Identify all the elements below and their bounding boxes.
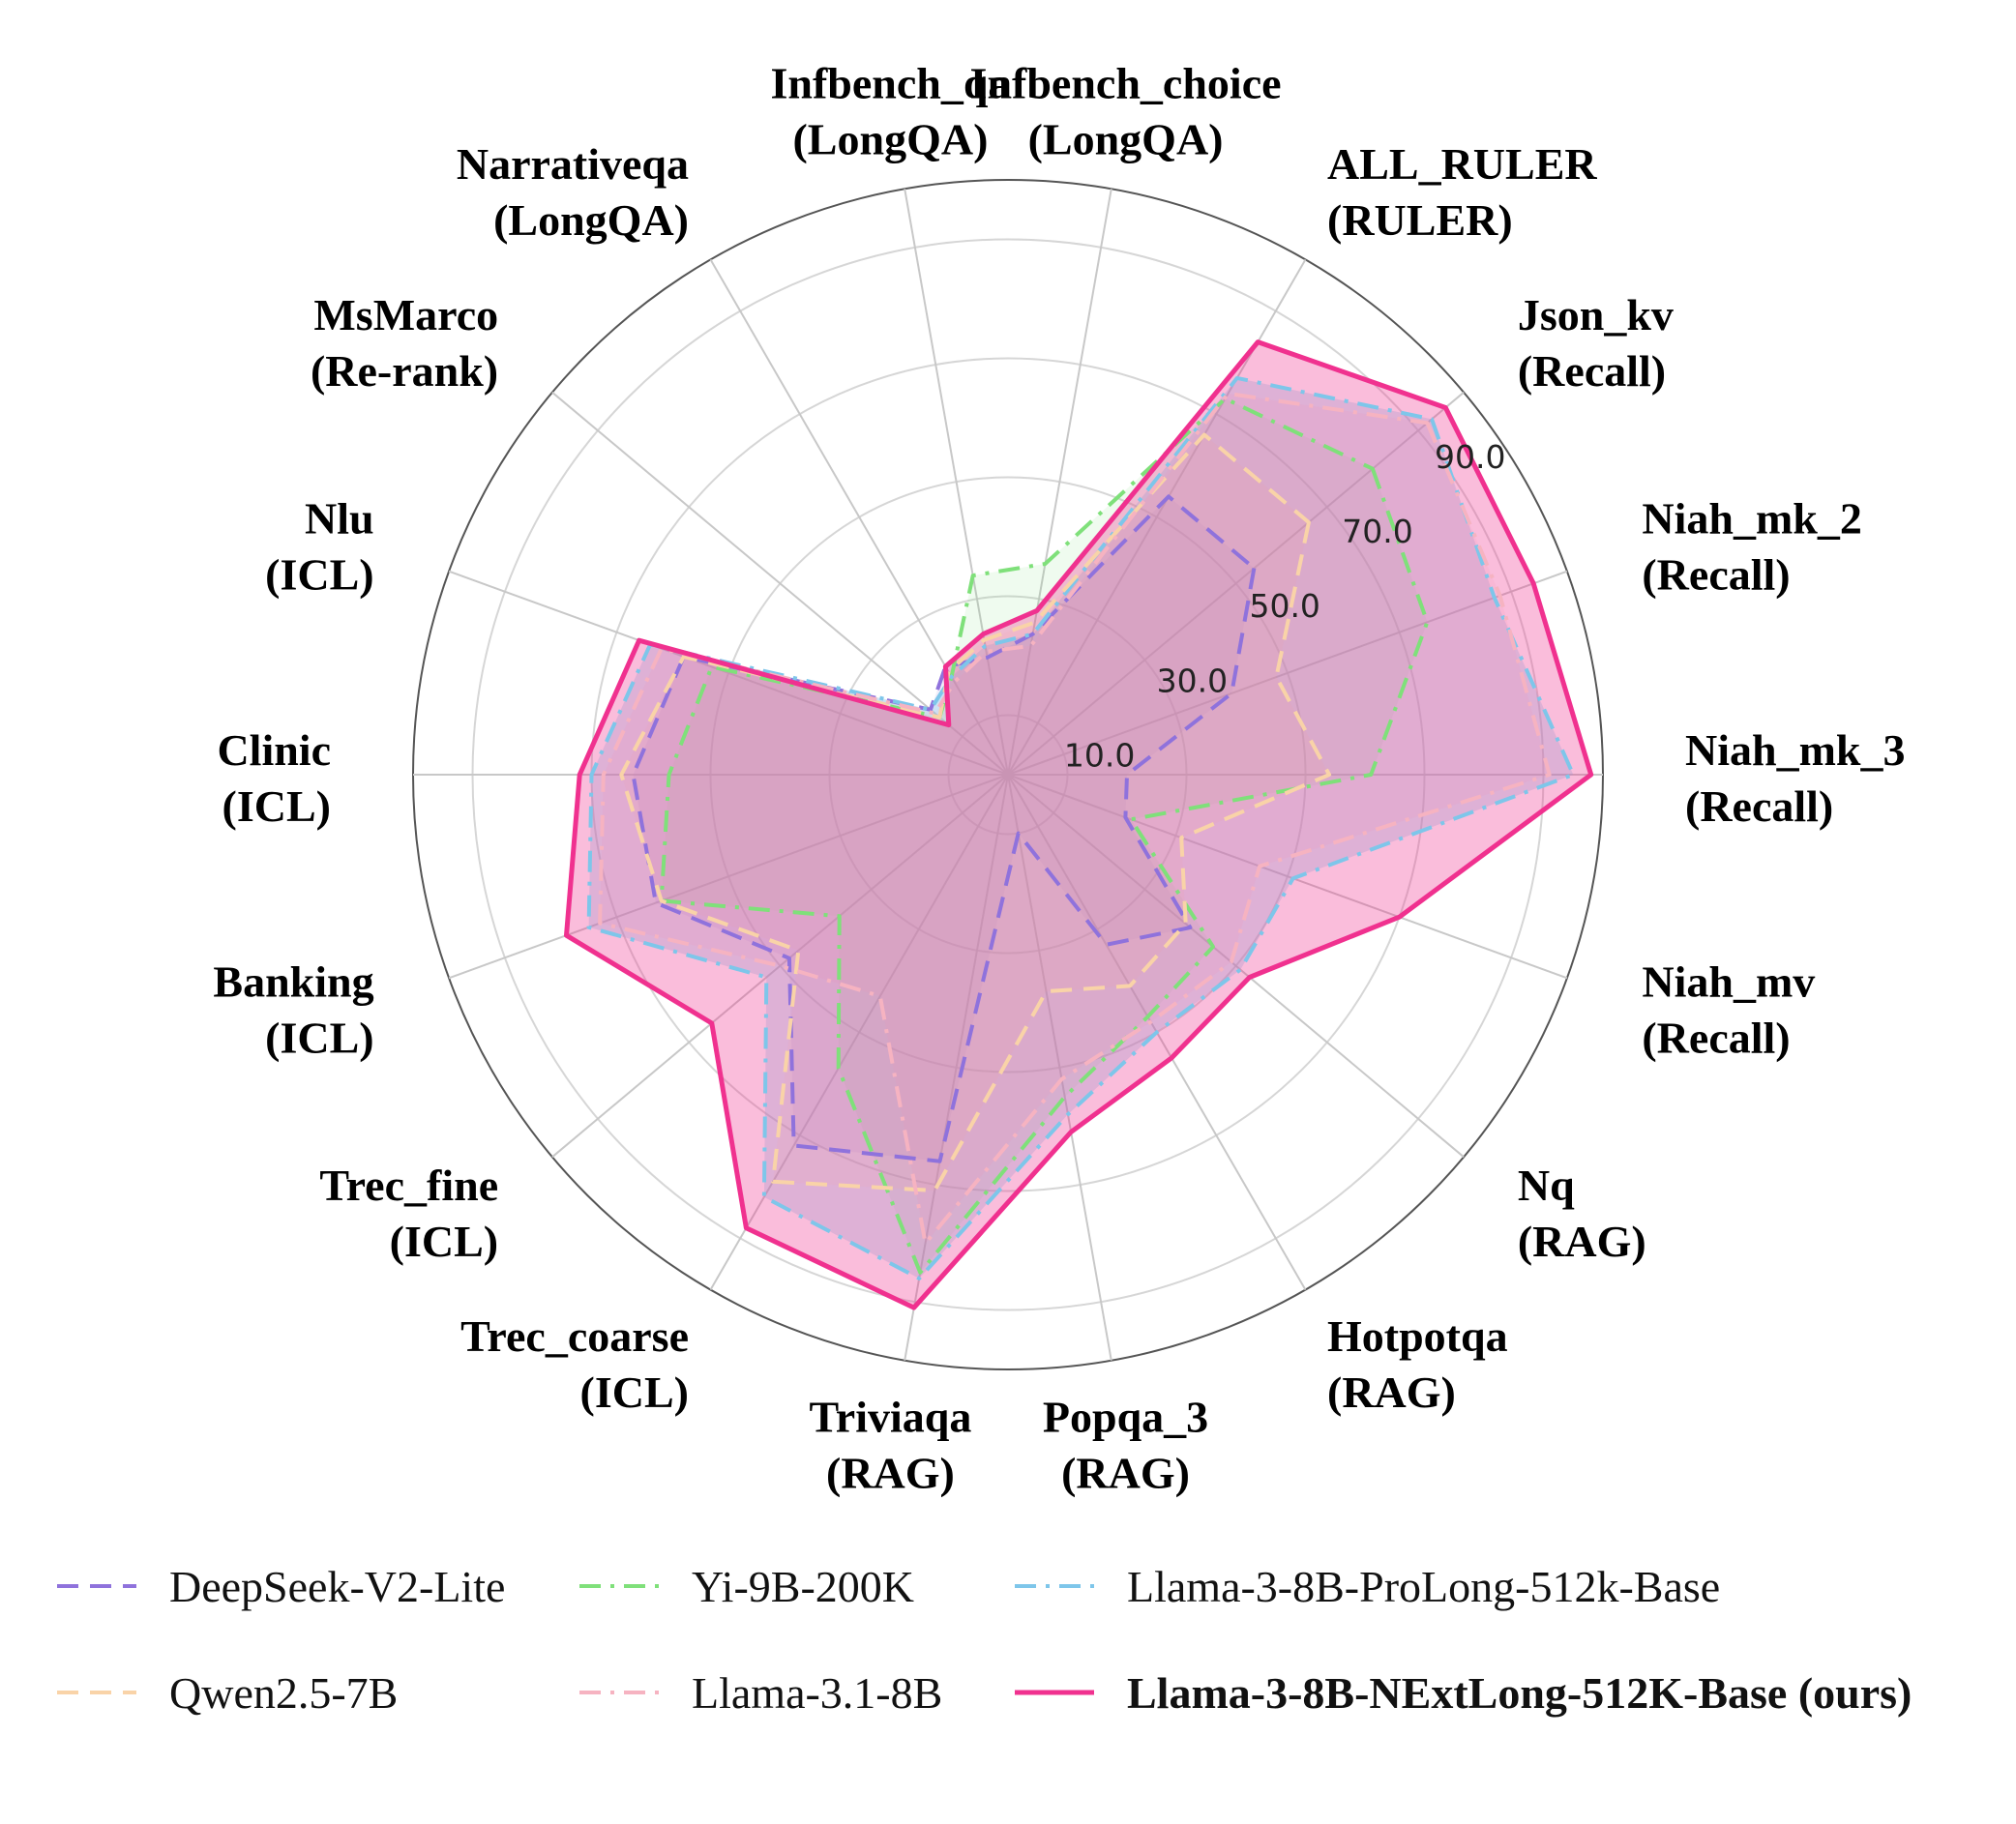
axis-label-niah-mk-3: Niah_mk_3 (Recall): [1685, 725, 1905, 831]
legend-item: Qwen2.5-7B: [53, 1663, 398, 1721]
series-3-area: [621, 434, 1330, 1191]
legend-swatch: [1015, 1584, 1094, 1588]
tick-label: 90.0: [1435, 438, 1505, 476]
tick-label: 70.0: [1342, 513, 1412, 550]
axis-labels: Json_kv (Recall) Niah_mk_2 (Recall) Niah_mk_…: [213, 59, 1905, 1498]
series-2-area: [588, 377, 1574, 1279]
legend-item: Llama-3-8B-ProLong-512k-Base: [1011, 1557, 1720, 1615]
axis-label-trec-fine: Trec_fine (ICL): [319, 1161, 498, 1266]
spoke-nlu: [448, 570, 1009, 776]
axis-label-triviaqa: Triviaqa (RAG): [810, 1392, 972, 1497]
legend-item: Llama-3-8B-NExtLong-512K-Base (ours): [1011, 1663, 1912, 1721]
spoke-narrativeqa: [709, 258, 1009, 776]
axis-label-hotpotqa: Hotpotqa (RAG): [1327, 1311, 1508, 1417]
radial-ticks: 10.0 30.0 50.0 70.0 90.0: [1064, 438, 1506, 775]
spoke-banking: [448, 774, 1009, 980]
series-0-line: [631, 494, 1257, 1163]
axis-label-infbench-qa: Infbench_qa (LongQA): [770, 59, 1010, 164]
legend-item: DeepSeek-V2-Lite: [53, 1557, 505, 1615]
spoke-niah_mv: [1007, 774, 1568, 980]
series-0-area: [633, 496, 1255, 1162]
spoke-infbench_choice: [1007, 189, 1112, 776]
spoke-trec_coarse: [709, 774, 1009, 1291]
series-5-area: [566, 341, 1591, 1309]
spoke-trec_fine: [551, 774, 1009, 1159]
legend-swatch: [579, 1691, 659, 1694]
legend-swatch: [57, 1584, 136, 1588]
legend-label: Llama-3-8B-NExtLong-512K-Base (ours): [1127, 1667, 1912, 1718]
tick-label: 10.0: [1064, 736, 1135, 774]
axis-label-infbench-choice: Infbench_choice (LongQA): [970, 59, 1282, 164]
legend-label: DeepSeek-V2-Lite: [169, 1561, 506, 1611]
axis-label-nq: Nq (RAG): [1518, 1161, 1646, 1266]
legend-label: Llama-3.1-8B: [692, 1667, 943, 1718]
axis-label-msmarco: MsMarco (Re-rank): [311, 290, 498, 396]
legend-swatch: [1015, 1690, 1094, 1695]
series-2-line: [586, 375, 1576, 1280]
axis-label-trec-coarse: Trec_coarse (ICL): [460, 1311, 689, 1417]
spoke-infbench_qa: [904, 189, 1009, 776]
spoke-popqa_3: [1007, 774, 1112, 1361]
tick-label: 30.0: [1157, 662, 1228, 699]
axis-label-clinic: Clinic (ICL): [217, 725, 331, 831]
axis-label-all-ruler: ALL_RULER (RULER): [1327, 139, 1597, 245]
series-5-line: [564, 339, 1594, 1310]
series-4-area: [600, 393, 1550, 1244]
series-3-line: [619, 432, 1332, 1192]
axis-label-niah-mk-2: Niah_mk_2 (Recall): [1642, 494, 1861, 600]
spoke-json_kv: [1007, 391, 1465, 776]
spoke-nq: [1007, 774, 1465, 1159]
series-1-line: [659, 397, 1430, 1275]
legend-label: Qwen2.5-7B: [169, 1667, 399, 1718]
axis-label-json-kv: Json_kv (Recall): [1518, 290, 1674, 396]
legend-label: Llama-3-8B-ProLong-512k-Base: [1127, 1561, 1721, 1611]
axis-label-narrativeqa: Narrativeqa (LongQA): [457, 139, 689, 245]
legend-item: Yi-9B-200K: [576, 1557, 914, 1615]
legend-label: Yi-9B-200K: [692, 1561, 914, 1611]
axis-label-banking: Banking (ICL): [213, 956, 373, 1062]
legend-item: Llama-3.1-8B: [576, 1663, 942, 1721]
series-4-line: [598, 391, 1552, 1246]
spoke-triviaqa: [904, 774, 1009, 1361]
axis-label-popqa-3: Popqa_3 (RAG): [1043, 1392, 1208, 1497]
spoke-niah_mk_2: [1007, 570, 1568, 776]
legend-swatch: [57, 1691, 136, 1694]
series-lines: [564, 339, 1594, 1310]
axis-label-nlu: Nlu (ICL): [265, 494, 373, 600]
legend-swatch: [579, 1584, 659, 1588]
series-fills: [566, 341, 1591, 1309]
legend: DeepSeek-V2-Lite Yi-9B-200K Llama-3-8B-Pro…: [53, 1557, 1988, 1780]
series-1-area: [661, 398, 1428, 1273]
tick-label: 50.0: [1249, 587, 1319, 625]
axis-label-niah-mv: Niah_mv (Recall): [1642, 956, 1815, 1062]
